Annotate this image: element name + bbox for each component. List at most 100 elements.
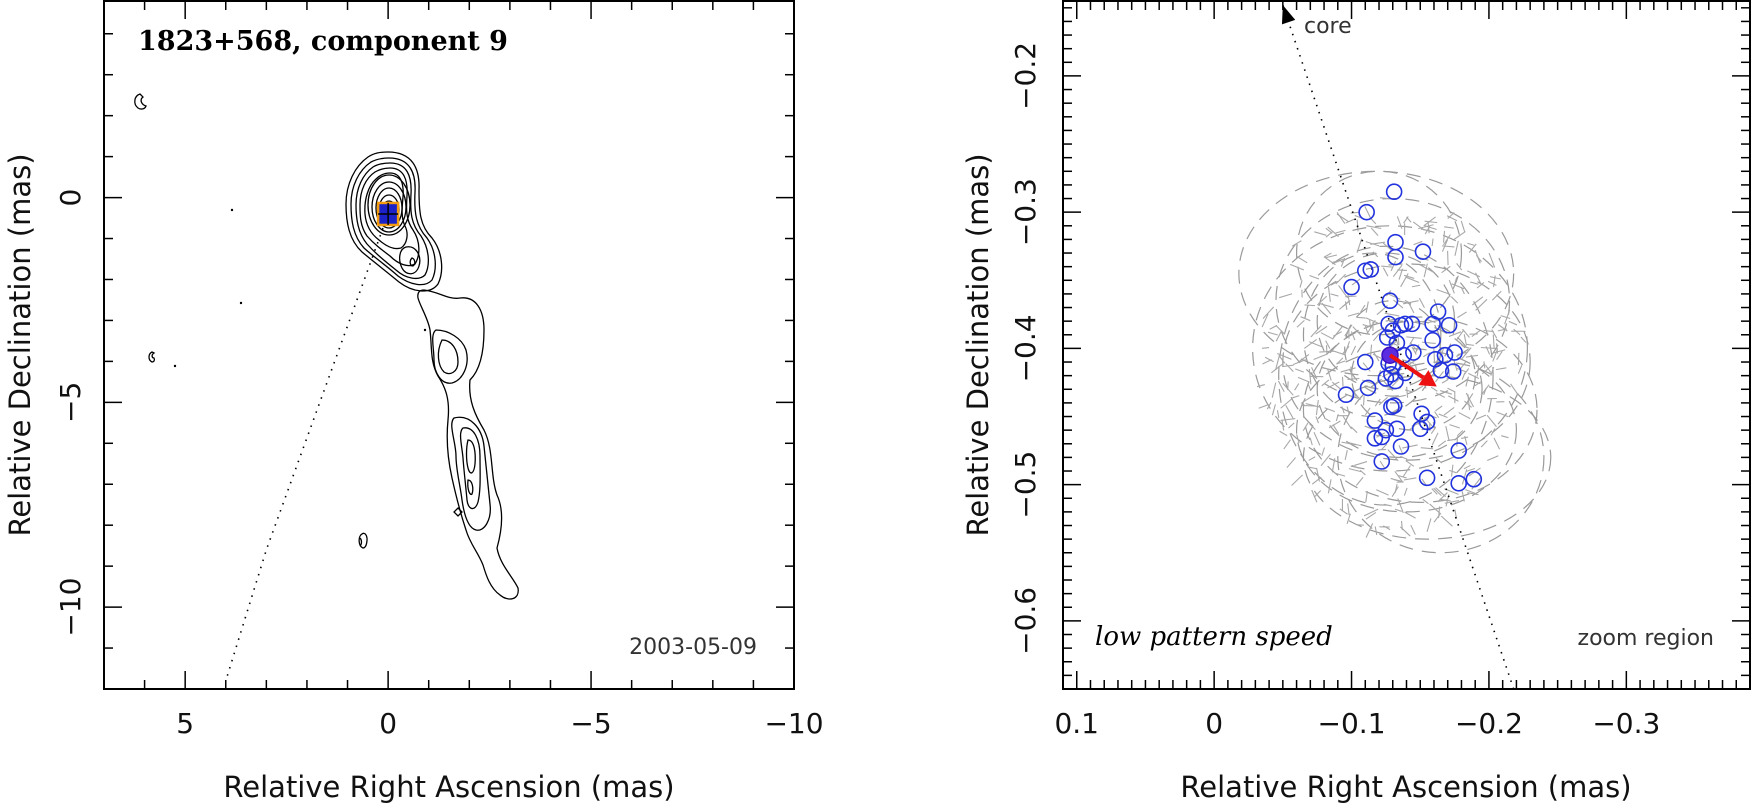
hatch-stroke	[1271, 404, 1276, 416]
left-y-axis-label: Relative Declination (mas)	[3, 153, 37, 536]
core-contours	[345, 151, 443, 292]
hatch-stroke	[1322, 367, 1336, 371]
hatch-stroke	[1346, 406, 1350, 414]
hatch-stroke	[1347, 293, 1351, 306]
hatch-stroke	[1340, 257, 1346, 267]
low-pattern-speed-label: low pattern speed	[1095, 622, 1333, 652]
hatch-stroke	[1492, 349, 1506, 354]
hatch-stroke	[1280, 418, 1296, 421]
hatch-stroke	[1275, 325, 1286, 335]
position-point	[1465, 470, 1483, 488]
right-x-axis-label: Relative Right Ascension (mas)	[1180, 770, 1631, 804]
hatch-stroke	[1356, 238, 1363, 253]
hatch-stroke	[1464, 368, 1470, 375]
hatch-stroke	[1449, 469, 1457, 474]
uncertainty-ellipse	[1302, 252, 1442, 418]
hatch-stroke	[1325, 231, 1333, 238]
hatch-stroke	[1467, 242, 1475, 246]
hatch-stroke	[1279, 430, 1288, 437]
hatch-stroke	[1517, 364, 1523, 374]
hatch-stroke	[1291, 395, 1300, 399]
hatch-stroke	[1418, 297, 1425, 308]
left-panel-title: 1823+568, component 9	[138, 26, 508, 57]
hatch-stroke	[1406, 336, 1422, 339]
hatch-stroke	[1457, 311, 1467, 319]
position-point	[1337, 386, 1355, 404]
hatch-stroke	[1453, 231, 1466, 240]
hatch-stroke	[1365, 511, 1377, 520]
hatch-stroke	[1397, 498, 1404, 514]
hatch-stroke	[1480, 440, 1488, 448]
hatch-stroke	[1504, 309, 1511, 325]
hatch-stroke	[1495, 367, 1507, 371]
hatch-stroke	[1410, 524, 1416, 535]
hatch-stroke	[1465, 354, 1479, 358]
hatch-stroke	[1256, 384, 1265, 388]
position-point	[1424, 331, 1441, 349]
position-point	[1373, 428, 1391, 446]
hatch-stroke	[1397, 269, 1407, 272]
hatch-stroke	[1454, 277, 1458, 285]
position-point	[1432, 361, 1450, 379]
hatch-stroke	[1373, 352, 1380, 362]
hatch-stroke	[1461, 436, 1469, 440]
position-point	[1440, 316, 1458, 334]
hatch-stroke	[1468, 372, 1480, 380]
hatch-stroke	[1277, 380, 1285, 393]
hatch-stroke	[1491, 329, 1498, 339]
hatch-stroke	[1300, 316, 1311, 322]
hatch-stroke	[1501, 435, 1509, 439]
hatch-stroke	[1463, 334, 1467, 346]
hatch-stroke	[1320, 453, 1331, 467]
hatch-stroke	[1391, 414, 1406, 418]
position-point	[1450, 442, 1468, 459]
hatch-stroke	[1264, 356, 1274, 363]
hatch-stroke	[1262, 306, 1275, 319]
hatch-stroke	[1335, 273, 1347, 285]
hatch-stroke	[1261, 346, 1270, 349]
hatch-stroke	[1408, 302, 1415, 314]
right-plot-frame	[1062, 0, 1751, 690]
hatch-stroke	[1336, 212, 1346, 225]
hatch-stroke	[1288, 422, 1295, 429]
hatch-stroke	[1356, 219, 1359, 232]
hatch-stroke	[1513, 328, 1521, 336]
hatch-stroke	[1483, 329, 1494, 333]
hatch-stroke	[1344, 301, 1348, 310]
hatch-stroke	[1384, 312, 1400, 317]
hatch-stroke	[1488, 252, 1496, 268]
hatch-stroke	[1327, 369, 1332, 381]
hatch-stroke	[1258, 403, 1269, 409]
hatch-stroke	[1430, 386, 1438, 392]
hatch-stroke	[1315, 416, 1319, 424]
hatch-stroke	[1465, 468, 1476, 473]
hatch-stroke	[1482, 364, 1493, 375]
hatch-stroke	[1338, 285, 1349, 299]
hatch-stroke	[1335, 229, 1346, 234]
hatch-stroke	[1383, 503, 1392, 507]
hatch-stroke	[1304, 304, 1316, 307]
hatch-stroke	[1378, 396, 1388, 406]
hatch-stroke	[1423, 263, 1428, 278]
hatch-stroke	[1468, 243, 1477, 253]
left-x-tick-label: −10	[764, 707, 823, 740]
hatch-stroke	[1451, 283, 1465, 290]
hatch-stroke	[1313, 432, 1321, 446]
hatch-stroke	[1307, 466, 1317, 470]
hatch-stroke	[1456, 263, 1463, 271]
hatch-stroke	[1492, 334, 1495, 348]
hatch-stroke	[1392, 264, 1403, 278]
uncertainty-ellipse	[1282, 263, 1531, 461]
position-point	[1358, 203, 1375, 221]
hatch-stroke	[1467, 270, 1481, 278]
hatch-stroke	[1350, 426, 1358, 434]
hatch-stroke	[1493, 437, 1501, 450]
left-y-tick-label: 0	[54, 189, 87, 207]
hatch-stroke	[1330, 293, 1339, 297]
hatch-stroke	[1431, 488, 1438, 495]
hatch-stroke	[1439, 390, 1453, 395]
hatch-stroke	[1500, 315, 1511, 320]
hatch-stroke	[1344, 341, 1351, 354]
hatch-stroke	[1345, 218, 1355, 224]
hatch-stroke	[1339, 508, 1348, 515]
